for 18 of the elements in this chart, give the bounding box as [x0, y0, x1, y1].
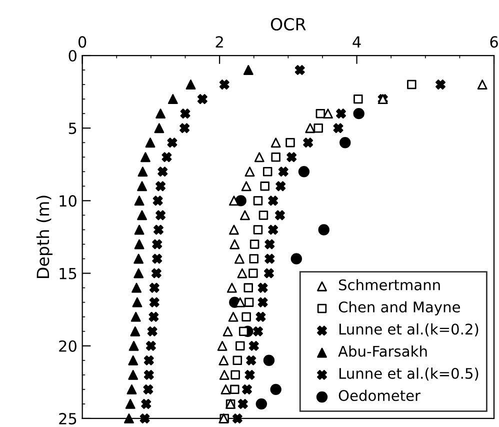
x-tick-label: 2	[216, 36, 223, 48]
y-tick-label: 5	[68, 122, 76, 134]
legend-label: Schmertmann	[339, 279, 440, 290]
legend-label: Abu-Farsakh	[338, 345, 427, 357]
y-tick-label: 10	[60, 195, 76, 207]
legend-label: Lunne et al.(k=0.5)	[339, 368, 478, 381]
x-tick-label: 6	[490, 36, 498, 48]
legend-label: Chen and Mayne	[338, 301, 460, 316]
y-tick-label: 20	[59, 340, 76, 352]
y-axis-title: Depth (m)	[36, 196, 52, 278]
y-tick-label: 15	[60, 268, 76, 280]
x-tick-label: 4	[352, 36, 361, 48]
y-tick-label: 0	[68, 50, 76, 62]
legend-label: Lunne et al.(k=0.2)	[339, 323, 478, 336]
y-tick-label: 25	[59, 412, 76, 424]
legend-label: Oedometer	[338, 390, 421, 402]
x-axis-title: OCR	[270, 18, 306, 31]
x-tick-label: 0	[78, 36, 86, 48]
